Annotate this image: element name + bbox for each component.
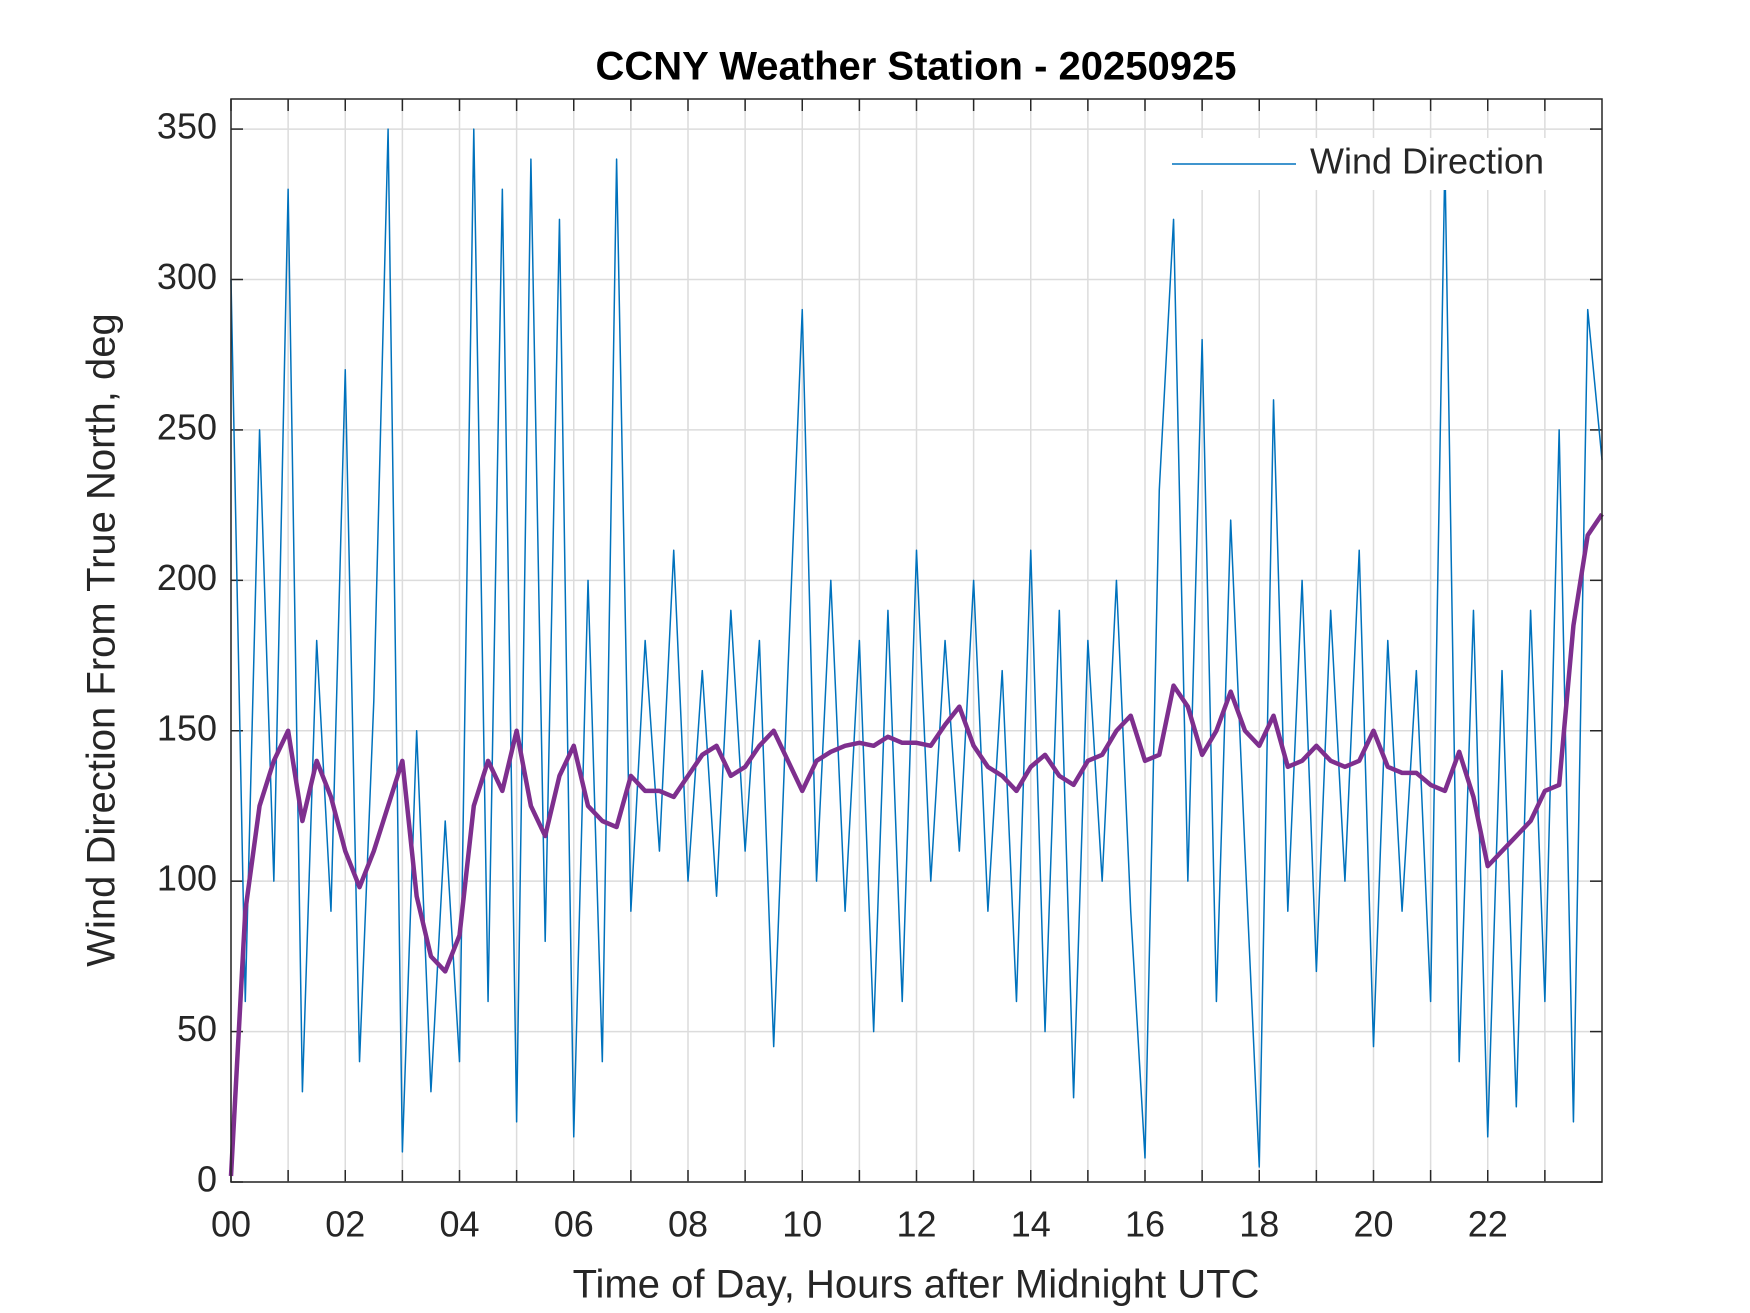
axes-box [230, 98, 1603, 1183]
chart-title: CCNY Weather Station - 20250925 [596, 45, 1237, 89]
data-line [230, 128, 1603, 1168]
x-tick-label: 18 [1239, 1204, 1279, 1245]
y-tick-label: 0 [197, 1159, 217, 1200]
x-axis-label: Time of Day, Hours after Midnight UTC [573, 1263, 1260, 1307]
x-tick-label: 00 [211, 1204, 251, 1245]
x-tick-label: 14 [1011, 1204, 1051, 1245]
x-tick-label: 20 [1353, 1204, 1393, 1245]
y-tick-label: 150 [157, 707, 217, 748]
x-tick-label: 22 [1468, 1204, 1508, 1245]
x-tick-label: 02 [325, 1204, 365, 1245]
legend-label: Wind Direction [1310, 141, 1544, 182]
x-tick-label: 10 [782, 1204, 822, 1245]
x-tick-label: 04 [439, 1204, 479, 1245]
x-tick-label: 08 [668, 1204, 708, 1245]
y-tick-label: 300 [157, 256, 217, 297]
data-line [228, 512, 1604, 1177]
x-tick-label: 12 [896, 1204, 936, 1245]
y-tick-label: 200 [157, 557, 217, 598]
y-tick-label: 50 [177, 1008, 217, 1049]
y-tick-label: 100 [157, 858, 217, 899]
y-axis-label: Wind Direction From True North, deg [80, 313, 124, 967]
y-tick-label: 250 [157, 406, 217, 447]
x-tick-label: 06 [554, 1204, 594, 1245]
x-tick-label: 16 [1125, 1204, 1165, 1245]
y-tick-label: 350 [157, 106, 217, 147]
